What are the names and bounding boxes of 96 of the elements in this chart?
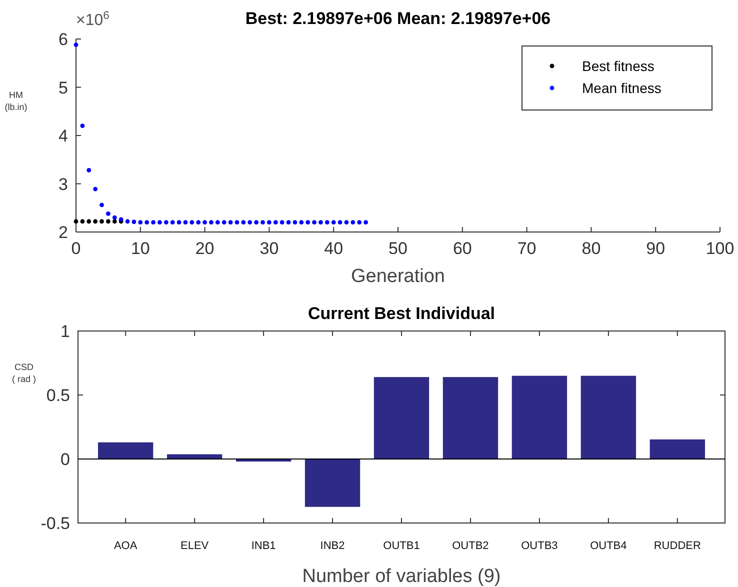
point	[132, 220, 136, 224]
bar	[304, 459, 360, 507]
legend-label: Mean fitness	[582, 80, 662, 96]
point	[306, 220, 310, 225]
point	[324, 220, 330, 225]
bar	[512, 376, 568, 459]
point	[86, 168, 92, 172]
point	[183, 220, 188, 225]
y-tick-label: 4	[58, 126, 68, 146]
y-tick-label: 2	[58, 223, 68, 242]
y-tick-label: 6	[58, 30, 68, 49]
point	[312, 220, 316, 225]
y-axis-title: CSD ( rad )	[12, 362, 36, 384]
legend-label: Best fitness	[582, 58, 654, 74]
point	[299, 220, 304, 225]
bar	[580, 376, 636, 459]
x-tick-label: ELEV	[180, 540, 210, 552]
point	[125, 219, 130, 224]
point	[112, 219, 117, 224]
x-tick-label: 90	[646, 239, 666, 258]
point	[80, 219, 85, 224]
x-tick-label: 100	[706, 239, 734, 258]
x-tick-label: INB2	[320, 540, 345, 552]
point	[151, 220, 156, 225]
x-tick-label: 30	[260, 239, 279, 258]
x-tick-label: 50	[388, 239, 408, 258]
chart-title: Best: 2.19897e+06 Mean: 2.19897e+06	[245, 9, 551, 28]
point	[364, 220, 368, 225]
point	[241, 220, 246, 225]
point	[176, 220, 182, 225]
point	[100, 202, 104, 208]
bar	[374, 377, 430, 459]
x-axis-title: Generation	[350, 266, 446, 287]
point	[164, 220, 168, 225]
y-tick-label: 1	[60, 322, 70, 341]
point	[144, 220, 150, 225]
chart-title: Current Best Individual	[308, 304, 496, 323]
x-tick-label: 70	[517, 239, 536, 258]
text: ×10$^{6}$	[76, 10, 110, 29]
x-tick-label: OUTB3	[521, 540, 558, 552]
y-axis-title: HM (lb.in)	[4, 90, 28, 112]
point	[190, 220, 194, 225]
y-tick-label: -0.5	[40, 514, 70, 533]
point	[222, 220, 226, 225]
x-tick-label: OUTB4	[590, 540, 627, 552]
y-tick-label: 0	[60, 450, 70, 469]
point	[170, 220, 175, 225]
point	[338, 220, 342, 225]
x-axis-title: Number of variables (9)	[302, 566, 501, 587]
point	[106, 211, 110, 216]
point	[93, 219, 98, 224]
point	[215, 220, 220, 225]
point	[93, 186, 98, 192]
x-tick-label: AOA	[114, 540, 138, 552]
y-tick-label: 5	[58, 78, 68, 98]
point	[158, 220, 162, 225]
point	[106, 219, 110, 224]
point	[86, 219, 92, 224]
point	[331, 220, 336, 225]
y-tick-label: 0.5	[46, 386, 70, 405]
bar	[650, 439, 705, 459]
point	[254, 220, 259, 225]
point	[100, 219, 104, 224]
point	[318, 220, 323, 225]
point	[344, 220, 349, 225]
point	[267, 220, 272, 225]
point	[286, 220, 291, 225]
x-tick-label: RUDDER	[654, 540, 701, 552]
x-tick-label: OUTB2	[452, 540, 489, 552]
point	[74, 219, 78, 224]
y-tick-label: 3	[58, 174, 68, 194]
point	[357, 220, 362, 225]
bar	[442, 377, 498, 459]
point	[138, 220, 143, 225]
point	[202, 220, 207, 225]
x-tick-label: 60	[452, 239, 472, 258]
point	[234, 220, 240, 225]
x-tick-label: 20	[195, 239, 214, 258]
point	[248, 220, 252, 225]
point	[209, 220, 214, 225]
point	[80, 124, 85, 128]
x-tick-label: 80	[582, 239, 601, 258]
x-tick-label: INB1	[251, 540, 276, 552]
point	[292, 220, 298, 225]
point	[273, 220, 278, 225]
point	[350, 220, 356, 225]
point	[260, 220, 265, 225]
point	[196, 220, 201, 225]
point	[74, 42, 78, 47]
point	[112, 215, 117, 220]
point	[280, 220, 284, 225]
x-tick-label: 10	[130, 239, 150, 258]
x-tick-label: OUTB1	[383, 540, 420, 552]
point	[228, 220, 233, 225]
bar	[98, 442, 154, 459]
x-tick-label: 40	[324, 239, 344, 258]
